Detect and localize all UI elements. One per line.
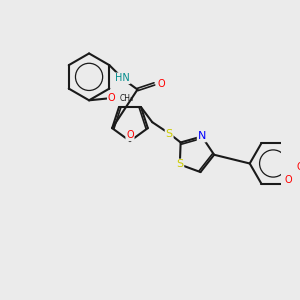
Text: CH₃: CH₃	[120, 94, 134, 103]
Text: O: O	[285, 175, 292, 185]
Text: S: S	[166, 129, 173, 140]
Text: O: O	[296, 162, 300, 172]
Text: HN: HN	[115, 73, 130, 83]
Text: O: O	[108, 93, 116, 103]
Text: N: N	[198, 131, 206, 141]
Text: O: O	[126, 130, 134, 140]
Text: O: O	[157, 79, 165, 89]
Text: S: S	[176, 160, 183, 170]
